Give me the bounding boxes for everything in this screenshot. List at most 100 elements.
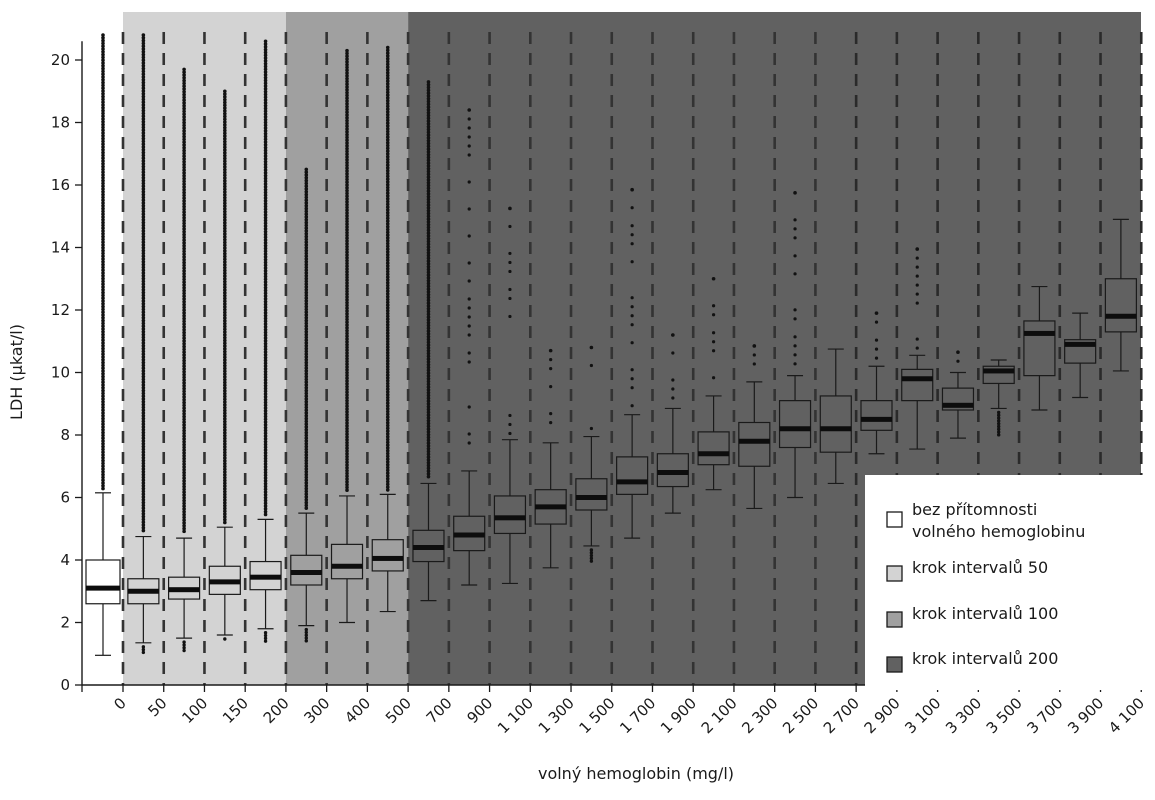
legend-label: krok intervalů 100 xyxy=(912,604,1058,623)
median-line xyxy=(291,570,322,575)
y-tick-label: 10 xyxy=(51,364,70,382)
median-line xyxy=(372,556,403,561)
outlier-point xyxy=(793,317,796,320)
x-tick-label: 3 100 xyxy=(901,694,944,737)
outlier-point xyxy=(508,297,511,300)
outlier-point xyxy=(468,324,471,327)
x-tick-label: 50 xyxy=(144,694,170,720)
x-tick-label: 300 xyxy=(300,694,333,727)
outlier-point xyxy=(631,341,634,344)
x-tick-label: 4 100 xyxy=(1105,694,1148,737)
median-line xyxy=(1024,331,1055,336)
box-iqr xyxy=(861,401,892,431)
y-tick-label: 0 xyxy=(60,676,70,694)
outlier-point xyxy=(875,339,878,342)
legend-label: bez přítomnosti xyxy=(912,500,1037,519)
x-tick-label: 200 xyxy=(260,694,293,727)
outlier-point xyxy=(508,225,511,228)
outlier-point xyxy=(753,344,757,348)
box-iqr xyxy=(332,544,363,578)
outlier-point xyxy=(793,254,796,257)
outlier-point xyxy=(549,358,552,361)
outlier-point xyxy=(508,414,511,417)
outlier-point xyxy=(223,521,227,525)
median-line xyxy=(128,589,159,594)
outlier-point xyxy=(631,305,634,308)
outlier-point xyxy=(631,368,634,371)
outlier-point xyxy=(753,353,756,356)
outlier-point xyxy=(549,412,552,415)
x-tick-label: 1 300 xyxy=(535,694,578,737)
legend-swatch xyxy=(887,657,902,672)
y-tick-label: 4 xyxy=(60,551,70,569)
legend-label: krok intervalů 50 xyxy=(912,558,1048,577)
outlier-point xyxy=(875,311,879,315)
outlier-point xyxy=(712,376,715,379)
outlier-point xyxy=(631,233,634,236)
legend-label: volného hemoglobinu xyxy=(912,522,1085,541)
outlier-point xyxy=(956,360,959,363)
box-iqr xyxy=(494,496,525,534)
outlier-point xyxy=(793,308,796,311)
outlier-point xyxy=(631,377,634,380)
x-tick-label: 2 300 xyxy=(738,694,781,737)
outlier-point xyxy=(671,333,675,337)
outlier-point xyxy=(875,321,878,324)
outlier-point xyxy=(631,260,634,263)
outlier-point xyxy=(468,360,471,363)
outlier-point xyxy=(793,227,796,230)
box-iqr xyxy=(1105,279,1136,332)
x-tick-label: 3 500 xyxy=(983,694,1026,737)
median-line xyxy=(820,426,851,431)
outlier-point xyxy=(508,270,511,273)
y-tick-label: 8 xyxy=(60,426,70,444)
median-line xyxy=(413,545,444,550)
median-line xyxy=(1105,314,1136,319)
outlier-point xyxy=(631,323,634,326)
box-iqr xyxy=(1024,321,1055,376)
outlier-point xyxy=(712,349,715,352)
outlier-point xyxy=(468,234,471,237)
outlier-point xyxy=(590,364,593,367)
x-tick-label: 100 xyxy=(178,694,211,727)
outlier-point xyxy=(468,153,471,156)
x-tick-label: 2 700 xyxy=(820,694,863,737)
x-axis-title: volný hemoglobin (mg/l) xyxy=(538,764,734,783)
outlier-point xyxy=(468,135,471,138)
outlier-point xyxy=(631,224,634,227)
box-iqr xyxy=(739,423,770,467)
outlier-point xyxy=(793,335,796,338)
outlier-point xyxy=(712,340,715,343)
outlier-point xyxy=(468,261,471,264)
outlier-point xyxy=(753,362,756,365)
median-line xyxy=(250,575,281,580)
outlier-point xyxy=(671,378,674,381)
outlier-point xyxy=(468,351,471,354)
median-line xyxy=(983,368,1014,373)
outlier-point xyxy=(508,315,511,318)
median-line xyxy=(169,587,200,592)
x-tick-label: 500 xyxy=(382,694,415,727)
outlier-point xyxy=(631,314,634,317)
outlier-point xyxy=(549,367,552,370)
outlier-point xyxy=(468,126,471,129)
y-tick-label: 16 xyxy=(51,176,70,194)
outlier-point xyxy=(468,207,471,210)
box-iqr xyxy=(372,540,403,571)
x-tick-label: 2 500 xyxy=(779,694,822,737)
outlier-point xyxy=(631,404,634,407)
outlier-point xyxy=(386,488,390,492)
median-line xyxy=(861,417,892,422)
x-tick-label: 1 500 xyxy=(575,694,618,737)
x-tick-label: 3 900 xyxy=(1064,694,1107,737)
x-tick-label: 700 xyxy=(423,694,456,727)
outlier-point xyxy=(468,306,471,309)
outlier-point xyxy=(916,283,919,286)
outlier-point xyxy=(590,559,593,562)
median-line xyxy=(902,376,933,381)
outlier-point xyxy=(793,191,797,195)
outlier-point xyxy=(468,333,471,336)
y-tick-label: 20 xyxy=(51,51,70,69)
outlier-point xyxy=(631,296,634,299)
x-tick-label: 1 900 xyxy=(657,694,700,737)
